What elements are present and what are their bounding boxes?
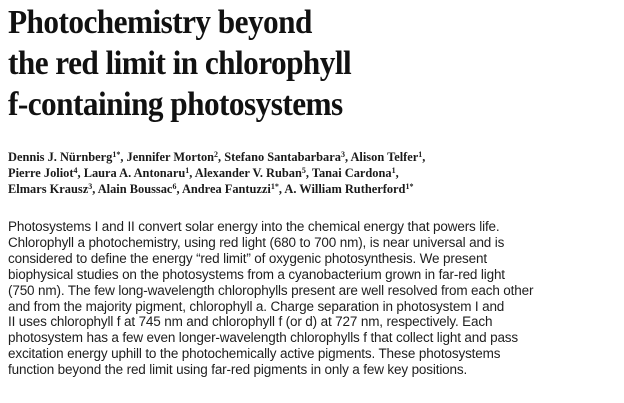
- author-name: Alison Telfer: [350, 150, 419, 164]
- author-name: Pierre Joliot: [8, 166, 74, 180]
- author-affiliation: 1: [391, 166, 396, 175]
- title-line: f-containing photosystems: [8, 86, 343, 123]
- abstract-line: Photosystems I and II convert solar ener…: [8, 219, 500, 234]
- author-line: Pierre Joliot4, Laura A. Antonaru1, Alex…: [8, 165, 618, 181]
- author-separator: ,: [218, 150, 225, 164]
- abstract-line: (750 nm). The few long-wavelength chloro…: [8, 282, 534, 298]
- author-separator: ,: [395, 166, 399, 180]
- abstract-line: II uses chlorophyll f at 745 nm and chlo…: [8, 314, 493, 330]
- author-separator: ,: [77, 166, 84, 180]
- author-affiliation: 3: [88, 182, 93, 191]
- author-separator: ,: [176, 182, 182, 196]
- author-separator: ,: [189, 166, 195, 180]
- author-list: Dennis J. Nürnberg1*, Jennifer Morton2, …: [8, 149, 618, 197]
- author-separator: ,: [278, 182, 285, 196]
- author-affiliation: 1*: [405, 182, 414, 191]
- abstract-line: function beyond the red limit using far-…: [8, 362, 468, 378]
- author-name: Dennis J. Nürnberg: [8, 150, 113, 164]
- author-name: Alexander V. Ruban: [194, 166, 302, 180]
- author-affiliation: 2: [214, 150, 219, 159]
- author-separator: ,: [92, 182, 98, 196]
- author-name: Tanai Cardona: [311, 166, 392, 180]
- author-name: Laura A. Antonaru: [83, 166, 186, 180]
- author-name: Elmars Krausz: [8, 182, 89, 196]
- author-name: Alain Boussac: [97, 182, 173, 196]
- abstract-line: and from the majority pigment, chlorophy…: [8, 298, 505, 314]
- title-line: Photochemistry beyond: [8, 4, 312, 41]
- author-separator: ,: [120, 150, 127, 164]
- author-name: A. William Rutherford: [284, 182, 406, 196]
- author-affiliation: 1*: [112, 150, 121, 159]
- author-line: Dennis J. Nürnberg1*, Jennifer Morton2, …: [8, 149, 618, 165]
- author-separator: ,: [305, 166, 312, 180]
- abstract-line: considered to define the energy “red lim…: [8, 250, 487, 266]
- author-name: Jennifer Morton: [126, 150, 215, 164]
- author-name: Andrea Fantuzzi: [181, 182, 271, 196]
- abstract-line: photosystem has a few even longer-wavele…: [8, 330, 518, 346]
- author-separator: ,: [344, 150, 351, 164]
- author-affiliation: 1: [185, 166, 190, 175]
- author-line: Elmars Krausz3, Alain Boussac6, Andrea F…: [8, 181, 618, 197]
- author-separator: ,: [422, 150, 426, 164]
- abstract: Photosystems I and II convert solar ener…: [8, 219, 620, 378]
- author-affiliation: 5: [301, 166, 306, 175]
- article-title: Photochemistry beyond the red limit in c…: [8, 2, 560, 125]
- abstract-line: excitation energy uphill to the photoche…: [8, 346, 501, 362]
- abstract-line: biophysical studies on the photosystems …: [8, 266, 505, 282]
- author-affiliation: 3: [340, 150, 345, 159]
- author-name: Stefano Santabarbara: [224, 150, 341, 164]
- author-affiliation: 1*: [270, 182, 279, 191]
- author-affiliation: 1: [418, 150, 423, 159]
- abstract-line: Chlorophyll a photochemistry, using red …: [8, 234, 505, 250]
- author-affiliation: 4: [73, 166, 78, 175]
- title-line: the red limit in chlorophyll: [8, 45, 352, 82]
- author-affiliation: 6: [172, 182, 177, 191]
